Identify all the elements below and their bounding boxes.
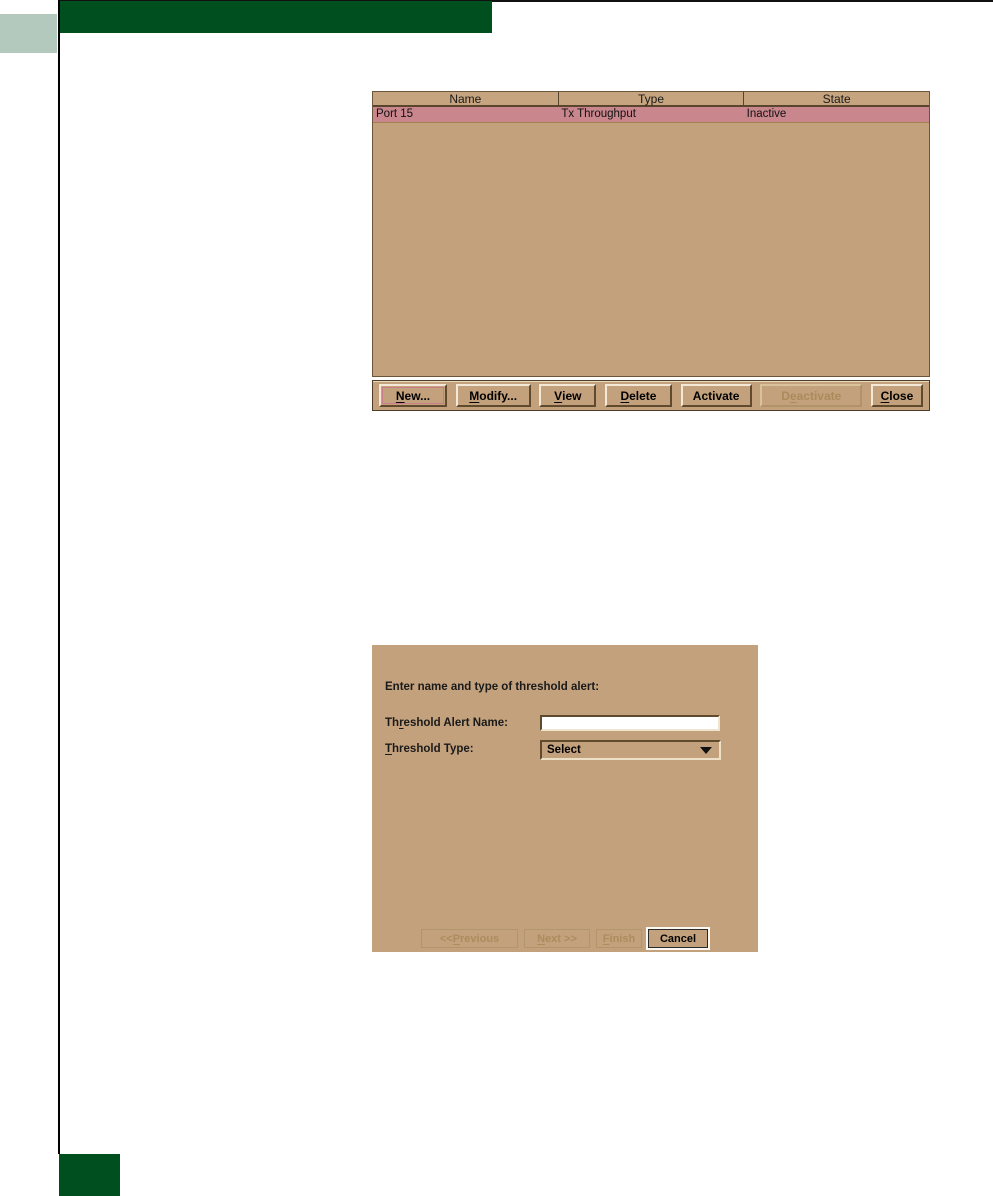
dropdown-selected-value: Select xyxy=(547,744,581,756)
threshold-alert-wizard-dialog: Enter name and type of threshold alert: … xyxy=(372,645,758,952)
alerts-table-header: Name Type State xyxy=(373,92,930,107)
footer-accent-block xyxy=(59,1154,120,1196)
cell-type: Tx Throughput xyxy=(561,108,636,120)
cell-name: Port 15 xyxy=(376,108,414,120)
threshold-type-dropdown[interactable]: Select xyxy=(540,740,721,760)
column-header-type: Type xyxy=(558,92,745,106)
threshold-type-label: Threshold Type: xyxy=(385,743,474,755)
threshold-alert-name-input[interactable] xyxy=(540,715,720,731)
corner-accent-block xyxy=(0,14,57,53)
table-empty-area xyxy=(373,123,929,376)
column-header-name: Name xyxy=(373,92,559,106)
left-margin-rule xyxy=(58,0,60,1154)
cancel-button[interactable]: Cancel xyxy=(648,929,708,948)
wizard-prompt: Enter name and type of threshold alert: xyxy=(385,681,600,693)
chapter-header-bar xyxy=(59,1,492,33)
cell-state: Inactive xyxy=(746,108,787,120)
activate-button[interactable]: Activate xyxy=(680,384,752,407)
dropdown-arrow-icon xyxy=(700,746,712,754)
top-rule xyxy=(58,0,993,2)
column-header-state: State xyxy=(744,92,930,106)
threshold-alerts-dialog: Name Type State Port 15 Tx Throughput In… xyxy=(372,91,930,411)
alerts-table: Name Type State Port 15 Tx Throughput In… xyxy=(372,91,930,377)
table-row[interactable]: Port 15 Tx Throughput Inactive xyxy=(373,107,929,123)
threshold-alert-name-label: Threshold Alert Name: xyxy=(385,717,508,729)
